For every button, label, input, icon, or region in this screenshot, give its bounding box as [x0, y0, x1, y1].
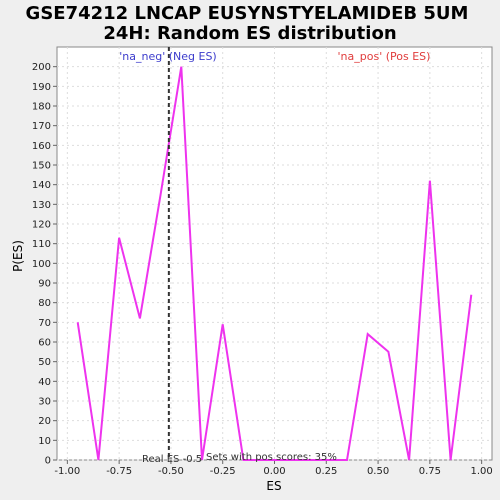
x-tick-label: 1.00: [471, 466, 493, 477]
grid: [57, 47, 492, 461]
y-tick-label: 10: [38, 436, 51, 447]
y-tick-label: 90: [38, 279, 51, 290]
legend-neg-label: 'na_neg' (Neg ES): [119, 50, 216, 63]
y-tick-label: 140: [32, 180, 51, 191]
legend-pos-label: 'na_pos' (Pos ES): [338, 50, 431, 63]
y-tick-label: 100: [32, 259, 51, 270]
y-axis-ticks: 0 10 20 30 40 50 60 70 80 90 100 110 120 130 140 150 160…: [32, 62, 57, 467]
real-es-label: Real ES -0.5: [142, 454, 202, 465]
chart-title-line-2: 24H: Random ES distribution: [103, 23, 396, 44]
series: [76, 66, 473, 461]
x-axis-label: ES: [266, 479, 281, 493]
x-tick-label: -0.25: [210, 466, 236, 477]
y-tick-label: 70: [38, 318, 51, 329]
x-tick-label: -1.00: [54, 466, 80, 477]
y-tick-label: 200: [32, 62, 51, 73]
y-tick-label: 160: [32, 141, 51, 152]
chart-title-line-1: GSE74212 LNCAP EUSYNSTYELAMIDEB 5UM: [26, 3, 469, 24]
x-axis-ticks: -1.00 -0.75 -0.50 -0.25 0.00 0.25 0.50 0.75 1.00: [54, 460, 493, 477]
y-tick-label: 60: [38, 338, 51, 349]
y-tick-label: 150: [32, 161, 51, 172]
y-axis-label: P(ES): [11, 240, 25, 272]
x-tick-label: -0.50: [158, 466, 184, 477]
y-tick-label: 20: [38, 416, 51, 427]
x-tick-label: 0.50: [367, 466, 389, 477]
y-tick-label: 40: [38, 377, 51, 388]
y-tick-label: 50: [38, 357, 51, 368]
series-line: [76, 66, 473, 461]
y-tick-label: 110: [32, 239, 51, 250]
y-tick-label: 180: [32, 102, 51, 113]
y-tick-label: 120: [32, 220, 51, 231]
x-tick-label: 0.75: [419, 466, 441, 477]
x-tick-label: -0.75: [106, 466, 132, 477]
pos-scores-annotation: Sets with pos scores: 35%: [206, 452, 337, 463]
y-tick-label: 170: [32, 121, 51, 132]
y-tick-label: 190: [32, 82, 51, 93]
y-tick-label: 80: [38, 298, 51, 309]
y-tick-label: 130: [32, 200, 51, 211]
x-tick-label: 0.25: [315, 466, 337, 477]
y-tick-label: 0: [45, 456, 51, 467]
x-tick-label: 0.00: [263, 466, 285, 477]
y-tick-label: 30: [38, 397, 51, 408]
